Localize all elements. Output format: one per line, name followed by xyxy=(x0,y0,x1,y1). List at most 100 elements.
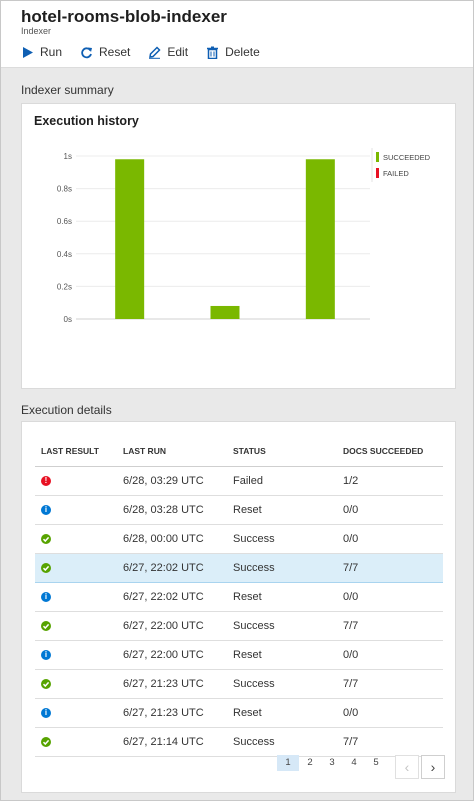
refresh-icon xyxy=(80,46,93,59)
last-result-cell xyxy=(35,611,117,641)
table-header-row: LAST RESULT LAST RUN STATUS DOCS SUCCEED… xyxy=(35,436,443,467)
table-row[interactable]: ! 6/28, 03:29 UTC Failed 1/2 xyxy=(35,466,443,496)
docs-succeeded-cell: 7/7 xyxy=(337,611,443,641)
page-3-button[interactable]: 3 xyxy=(329,757,335,768)
column-header-last-run[interactable]: LAST RUN xyxy=(117,436,227,467)
edit-button[interactable]: Edit xyxy=(148,45,188,59)
docs-succeeded-cell: 7/7 xyxy=(337,727,443,757)
last-run-cell: 6/27, 22:00 UTC xyxy=(117,611,227,641)
column-header-docs-succeeded[interactable]: DOCS SUCCEEDED xyxy=(337,436,443,467)
delete-button[interactable]: Delete xyxy=(206,45,260,59)
trash-icon xyxy=(206,46,219,59)
execution-details-table: LAST RESULT LAST RUN STATUS DOCS SUCCEED… xyxy=(35,436,443,757)
last-run-cell: 6/27, 21:23 UTC xyxy=(117,698,227,728)
command-bar: Run Reset Edit Delete xyxy=(21,45,260,59)
chart-bar[interactable] xyxy=(305,159,335,319)
last-result-cell: i xyxy=(35,640,117,670)
status-cell: Success xyxy=(227,553,337,583)
last-result-cell: i xyxy=(35,582,117,612)
last-run-cell: 6/28, 03:29 UTC xyxy=(117,466,227,496)
legend-swatch xyxy=(376,152,379,162)
last-result-cell: i xyxy=(35,698,117,728)
y-tick-label: 0.8s xyxy=(57,185,72,194)
table-row[interactable]: i 6/27, 21:23 UTC Reset 0/0 xyxy=(35,698,443,728)
last-result-cell: i xyxy=(35,495,117,525)
y-tick-label: 0.6s xyxy=(57,217,72,226)
last-result-cell xyxy=(35,524,117,554)
docs-succeeded-cell: 7/7 xyxy=(337,553,443,583)
run-label: Run xyxy=(40,45,63,59)
table-row[interactable]: i 6/27, 22:02 UTC Reset 0/0 xyxy=(35,582,443,612)
next-page-button[interactable]: › xyxy=(421,755,445,779)
chart-bar[interactable] xyxy=(115,159,145,319)
column-header-status[interactable]: STATUS xyxy=(227,436,337,467)
summary-section-label: Indexer summary xyxy=(21,83,114,97)
blade-header: hotel-rooms-blob-indexer Indexer Run Res… xyxy=(1,1,473,67)
reset-button[interactable]: Reset xyxy=(80,45,130,59)
page-1-button[interactable]: 1 xyxy=(277,755,299,771)
details-section-label: Execution details xyxy=(21,403,112,417)
legend-label-succeeded: SUCCEEDED xyxy=(383,153,431,162)
table-row[interactable]: 6/27, 22:00 UTC Success 7/7 xyxy=(35,611,443,641)
last-run-cell: 6/27, 22:02 UTC xyxy=(117,582,227,612)
last-run-cell: 6/28, 03:28 UTC xyxy=(117,495,227,525)
docs-succeeded-cell: 1/2 xyxy=(337,466,443,496)
last-result-cell xyxy=(35,727,117,757)
last-run-cell: 6/28, 00:00 UTC xyxy=(117,524,227,554)
column-header-last-result[interactable]: LAST RESULT xyxy=(35,436,117,467)
last-result-cell: ! xyxy=(35,466,117,496)
status-cell: Reset xyxy=(227,698,337,728)
error-icon: ! xyxy=(41,476,51,487)
y-tick-label: 1s xyxy=(64,152,72,161)
status-cell: Success xyxy=(227,524,337,554)
success-icon xyxy=(41,737,51,748)
table-row[interactable]: 6/27, 22:02 UTC Success 7/7 xyxy=(35,553,443,583)
last-run-cell: 6/27, 22:02 UTC xyxy=(117,553,227,583)
table-row[interactable]: i 6/27, 22:00 UTC Reset 0/0 xyxy=(35,640,443,670)
info-icon: i xyxy=(41,592,51,603)
success-icon xyxy=(41,534,51,545)
success-icon xyxy=(41,563,51,574)
success-icon xyxy=(41,679,51,690)
table-row[interactable]: i 6/28, 03:28 UTC Reset 0/0 xyxy=(35,495,443,525)
success-icon xyxy=(41,621,51,632)
last-run-cell: 6/27, 22:00 UTC xyxy=(117,640,227,670)
y-tick-label: 0s xyxy=(64,315,72,324)
chevron-right-icon: › xyxy=(430,759,436,775)
page-4-button[interactable]: 4 xyxy=(351,757,357,768)
page-2-button[interactable]: 2 xyxy=(307,757,313,768)
docs-succeeded-cell: 0/0 xyxy=(337,582,443,612)
legend-label-failed: FAILED xyxy=(383,169,409,178)
last-run-cell: 6/27, 21:14 UTC xyxy=(117,727,227,757)
y-tick-label: 0.4s xyxy=(57,250,72,259)
page-subtitle: Indexer xyxy=(21,26,52,36)
execution-history-card: Execution history 1s 0.8s 0.6s 0.4s 0.2s 0s SU… xyxy=(21,103,456,389)
status-cell: Success xyxy=(227,669,337,699)
status-cell: Success xyxy=(227,727,337,757)
previous-page-button[interactable]: ‹ xyxy=(395,755,419,779)
y-tick-label: 0.2s xyxy=(57,282,72,291)
pencil-icon xyxy=(148,45,161,59)
status-cell: Reset xyxy=(227,640,337,670)
docs-succeeded-cell: 0/0 xyxy=(337,495,443,525)
table-row[interactable]: 6/27, 21:14 UTC Success 7/7 xyxy=(35,727,443,757)
status-cell: Reset xyxy=(227,582,337,612)
status-cell: Failed xyxy=(227,466,337,496)
last-result-cell xyxy=(35,669,117,699)
header-divider xyxy=(1,67,473,68)
run-button[interactable]: Run xyxy=(21,45,62,59)
info-icon: i xyxy=(41,708,51,719)
info-icon: i xyxy=(41,650,51,661)
delete-label: Delete xyxy=(225,45,260,59)
chart-bar[interactable] xyxy=(210,305,240,319)
page-title: hotel-rooms-blob-indexer xyxy=(21,7,227,26)
page-5-button[interactable]: 5 xyxy=(373,757,379,768)
docs-succeeded-cell: 0/0 xyxy=(337,524,443,554)
table-row[interactable]: 6/28, 00:00 UTC Success 0/0 xyxy=(35,524,443,554)
table-row[interactable]: 6/27, 21:23 UTC Success 7/7 xyxy=(35,669,443,699)
status-cell: Success xyxy=(227,611,337,641)
docs-succeeded-cell: 0/0 xyxy=(337,640,443,670)
status-cell: Reset xyxy=(227,495,337,525)
